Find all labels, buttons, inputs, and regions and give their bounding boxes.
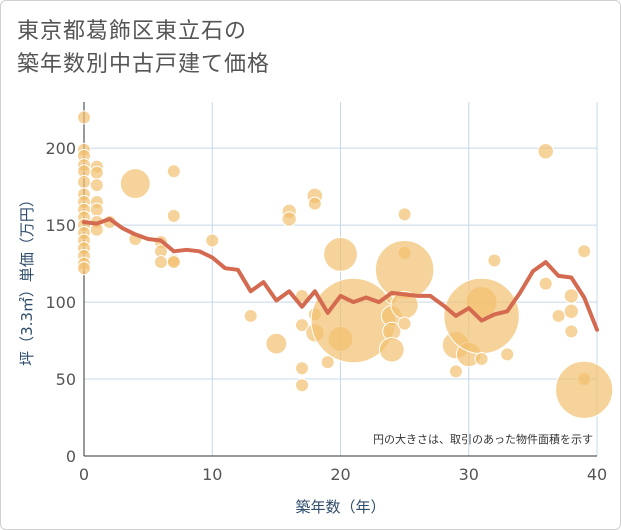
data-bubble: [295, 361, 310, 376]
data-bubble: [307, 196, 322, 211]
y-axis-label: 坪（3.3㎡）単価（万円）: [18, 192, 36, 366]
data-bubble: [551, 308, 566, 323]
data-bubble: [500, 347, 515, 362]
data-bubble: [243, 308, 258, 323]
data-bubble: [281, 211, 297, 227]
data-bubble: [166, 164, 181, 179]
data-bubble: [397, 316, 412, 331]
data-bubble: [320, 355, 335, 370]
data-bubble: [77, 261, 91, 276]
x-tick-label: 30: [459, 465, 479, 484]
data-bubble: [474, 352, 489, 367]
bubble-size-note: 円の大きさは、取引のあった物件面積を示す: [373, 432, 593, 446]
chart-title-line-2: 築年数別中古戸建て価格: [17, 52, 271, 77]
data-bubble: [89, 165, 104, 180]
data-bubble: [538, 276, 553, 291]
data-bubble: [166, 208, 181, 223]
data-bubble: [119, 168, 151, 200]
bubble-series: [77, 110, 614, 419]
x-tick-label: 10: [202, 465, 222, 484]
data-bubble: [265, 332, 288, 355]
y-axis-ticks: 0 50 100 150 200: [45, 139, 76, 466]
data-bubble: [563, 303, 579, 319]
y-tick-label: 50: [56, 370, 76, 389]
data-bubble: [205, 233, 220, 248]
data-bubble: [77, 110, 91, 125]
x-tick-label: 40: [587, 465, 607, 484]
data-bubble: [448, 364, 463, 379]
x-tick-label: 20: [330, 465, 350, 484]
y-tick-label: 150: [45, 216, 76, 235]
data-bubble: [378, 336, 405, 363]
data-bubble: [295, 378, 310, 393]
data-bubble: [397, 207, 412, 222]
x-tick-label: 0: [79, 465, 89, 484]
data-bubble: [166, 255, 181, 270]
chart-title: 東京都葛飾区東立石の 築年数別中古戸建て価格: [17, 15, 270, 81]
data-bubble: [537, 142, 555, 160]
data-bubble: [77, 175, 91, 190]
data-bubble: [374, 240, 435, 300]
chart-title-line-1: 東京都葛飾区東立石の: [17, 19, 248, 44]
y-tick-label: 0: [66, 447, 76, 466]
data-bubble: [555, 360, 614, 419]
data-bubble: [323, 236, 358, 272]
data-bubble: [487, 253, 502, 268]
y-tick-label: 100: [45, 293, 76, 312]
average-price-line: [82, 217, 599, 332]
data-bubble: [153, 255, 168, 270]
data-bubble: [89, 178, 104, 193]
x-axis-ticks: 0 10 20 30 40: [79, 465, 607, 484]
data-bubble: [564, 324, 579, 339]
x-axis-label: 築年数（年）: [295, 498, 385, 516]
y-tick-label: 200: [45, 139, 76, 158]
data-bubble: [295, 318, 310, 333]
data-bubble: [563, 288, 579, 304]
data-bubble: [577, 244, 592, 259]
data-bubble: [89, 202, 104, 217]
grid-lines: [83, 102, 598, 457]
